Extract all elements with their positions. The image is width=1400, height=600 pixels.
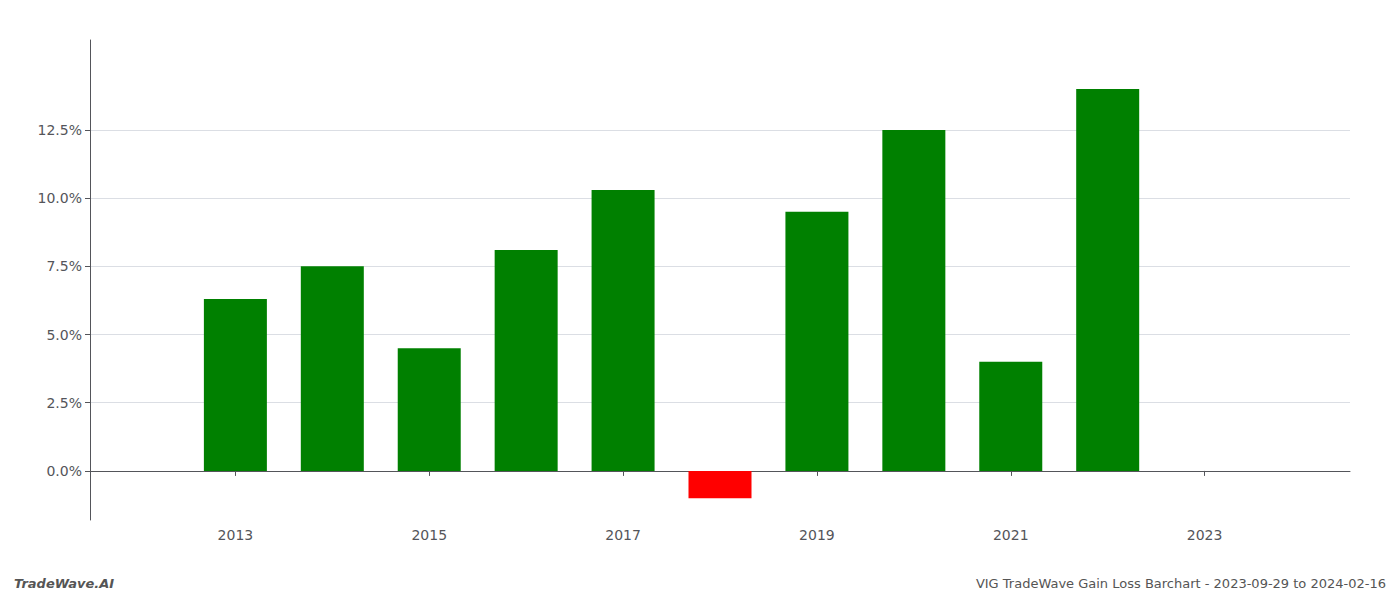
svg-text:2013: 2013 bbox=[218, 527, 254, 543]
svg-text:2017: 2017 bbox=[605, 527, 641, 543]
svg-text:0.0%: 0.0% bbox=[46, 463, 82, 479]
svg-text:10.0%: 10.0% bbox=[38, 190, 82, 206]
svg-text:12.5%: 12.5% bbox=[38, 122, 82, 138]
svg-text:VIG TradeWave Gain Loss Barcha: VIG TradeWave Gain Loss Barchart - 2023-… bbox=[976, 576, 1386, 591]
svg-text:2.5%: 2.5% bbox=[46, 395, 82, 411]
svg-text:2015: 2015 bbox=[411, 527, 447, 543]
svg-text:7.5%: 7.5% bbox=[46, 258, 82, 274]
svg-text:2019: 2019 bbox=[799, 527, 835, 543]
svg-text:2023: 2023 bbox=[1187, 527, 1223, 543]
svg-text:TradeWave.AI: TradeWave.AI bbox=[14, 576, 114, 591]
svg-text:2021: 2021 bbox=[993, 527, 1029, 543]
svg-text:5.0%: 5.0% bbox=[46, 327, 82, 343]
